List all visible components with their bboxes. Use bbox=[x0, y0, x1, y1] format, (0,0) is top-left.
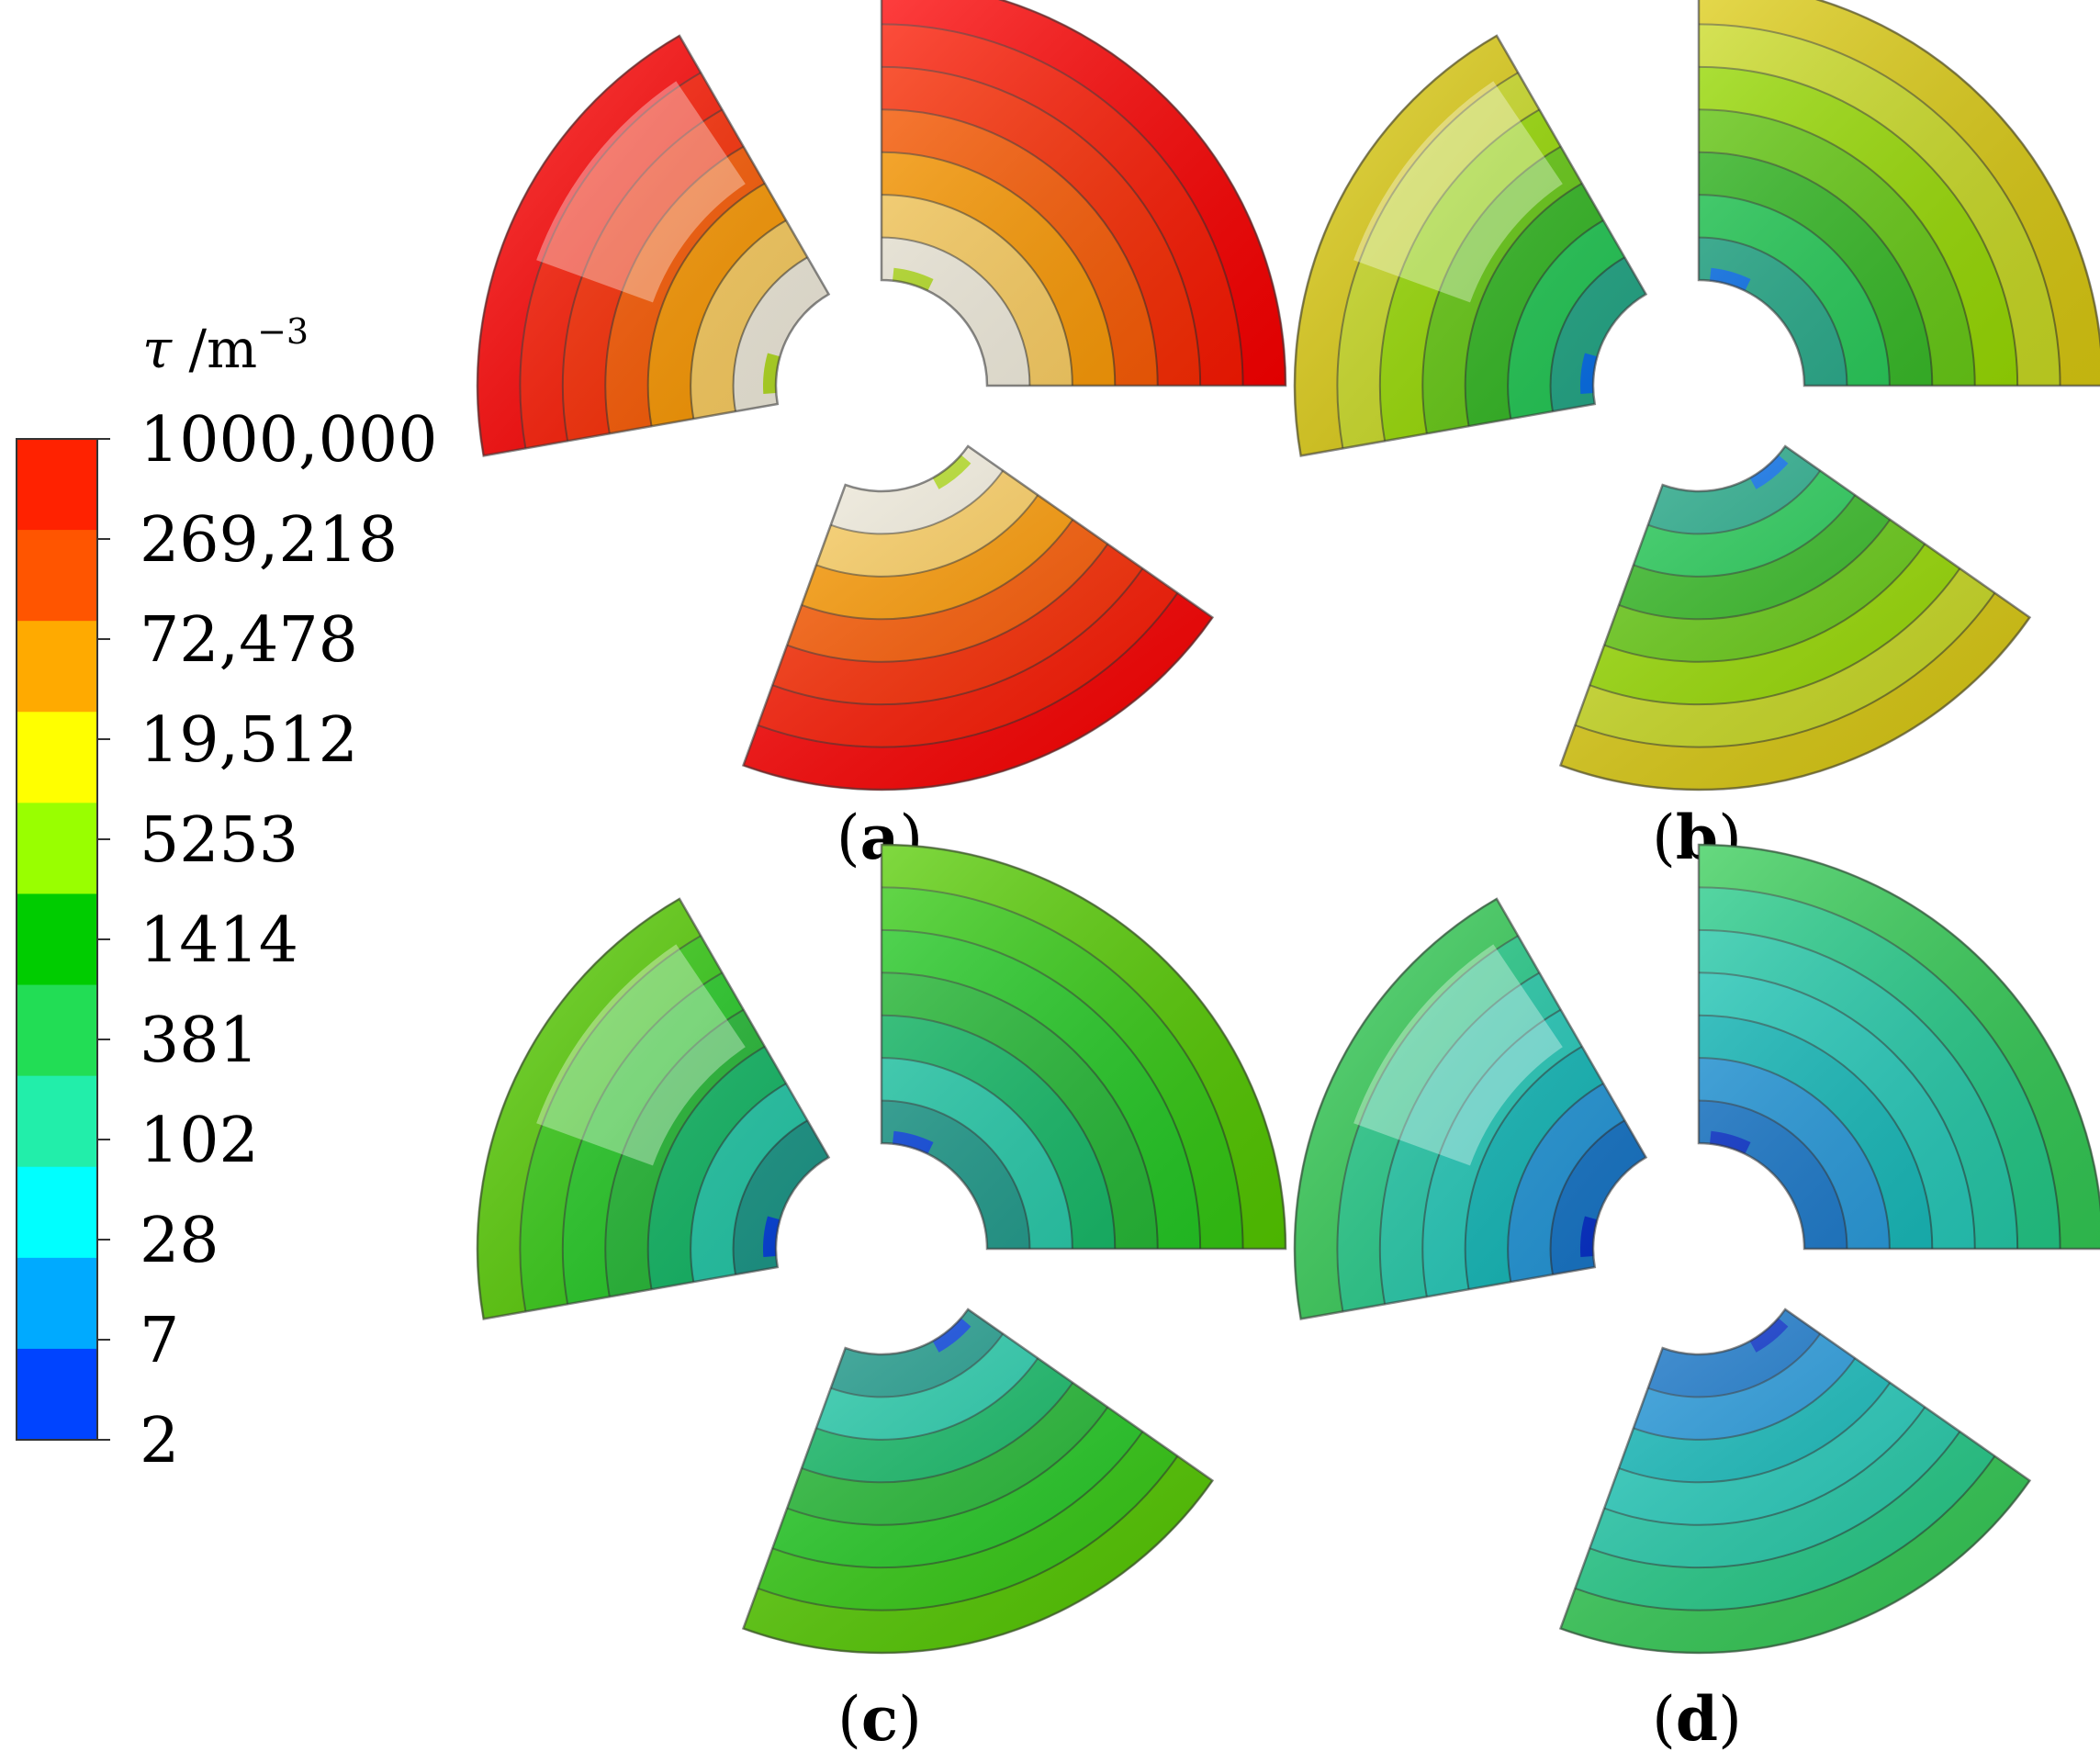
legend-swatch bbox=[17, 1257, 97, 1350]
blade bbox=[880, 843, 1287, 1251]
legend-swatch bbox=[17, 530, 97, 622]
blade-outline bbox=[880, 0, 1287, 387]
blade-shading bbox=[743, 445, 1213, 790]
blade-shading bbox=[743, 1308, 1213, 1653]
legend-tick-label: 102 bbox=[140, 1105, 259, 1177]
legend-swatch bbox=[17, 439, 97, 531]
legend-tick-label: 381 bbox=[140, 1005, 259, 1077]
blade-highlight bbox=[1353, 944, 1563, 1166]
legend-tick-label: 2 bbox=[140, 1405, 179, 1477]
blade-shading bbox=[1295, 898, 1646, 1319]
legend-tick-label: 28 bbox=[140, 1205, 219, 1277]
blade-outline bbox=[1558, 444, 2032, 792]
legend-swatch bbox=[17, 984, 97, 1077]
blade-shading bbox=[477, 898, 829, 1319]
legend-unit-symbol: τ bbox=[142, 318, 173, 380]
legend-color-bar bbox=[16, 438, 98, 1441]
legend-tick-label: 7 bbox=[140, 1305, 179, 1377]
panel-label: (d) bbox=[1652, 1683, 1742, 1755]
blade-outline bbox=[741, 1308, 1215, 1655]
blade-shading bbox=[1560, 1308, 2030, 1653]
legend-unit: τ /m−3 bbox=[142, 311, 309, 380]
blade bbox=[476, 897, 831, 1320]
blade bbox=[1697, 843, 2100, 1251]
blade bbox=[741, 1308, 1215, 1655]
blade-highlight bbox=[536, 944, 746, 1166]
color-legend: τ /m−3 1000,000 269,218 72,478 19,512 5253 14… bbox=[16, 311, 437, 1477]
legend-tick-label: 1414 bbox=[140, 904, 298, 977]
legend-tick-label: 1000,000 bbox=[140, 404, 437, 477]
blade bbox=[1697, 0, 2100, 387]
legend-unit-base: /m bbox=[172, 318, 257, 380]
blade bbox=[1558, 444, 2032, 792]
blade-shading bbox=[1699, 845, 2100, 1249]
blade-outline bbox=[476, 34, 831, 457]
blade-shading bbox=[882, 0, 1286, 386]
legend-swatch bbox=[17, 1166, 97, 1259]
panel-label: (c) bbox=[837, 1683, 922, 1755]
blade bbox=[1558, 1308, 2032, 1655]
legend-swatch bbox=[17, 1348, 97, 1441]
legend-tick-label: 5253 bbox=[140, 804, 298, 877]
blade-shading bbox=[882, 845, 1286, 1249]
legend-tick-label: 19,512 bbox=[140, 704, 358, 777]
contour-panels: (a) (b) (c) (d) bbox=[476, 0, 2100, 1755]
blade-outline bbox=[741, 444, 1215, 792]
blade bbox=[1293, 34, 1648, 457]
blade-outline bbox=[1697, 0, 2100, 387]
panel-a: (a) bbox=[476, 0, 1287, 873]
blade-outline bbox=[880, 843, 1287, 1251]
legend-swatch bbox=[17, 621, 97, 713]
blade-shading bbox=[1560, 445, 2030, 790]
blade-shading bbox=[477, 35, 829, 456]
legend-tick-label: 72,478 bbox=[140, 604, 358, 677]
blade bbox=[1293, 897, 1648, 1320]
legend-swatch bbox=[17, 1075, 97, 1168]
blade-outline bbox=[1697, 843, 2100, 1251]
blade bbox=[880, 0, 1287, 387]
blade-outline bbox=[476, 897, 831, 1320]
blade bbox=[741, 444, 1215, 792]
blade-outline bbox=[1558, 1308, 2032, 1655]
blade-highlight bbox=[536, 81, 746, 303]
blade bbox=[476, 34, 831, 457]
blade-outline bbox=[1293, 897, 1648, 1320]
blade-shading bbox=[1295, 35, 1646, 456]
panel-d: (d) bbox=[1293, 843, 2100, 1755]
blade-outline bbox=[1293, 34, 1648, 457]
panel-c: (c) bbox=[476, 843, 1287, 1755]
legend-ticks: 1000,000 269,218 72,478 19,512 5253 1414 381 10… bbox=[97, 404, 437, 1477]
legend-swatch bbox=[17, 893, 97, 986]
blade-shading bbox=[1699, 0, 2100, 386]
legend-tick-label: 269,218 bbox=[140, 504, 398, 577]
blade-highlight bbox=[1353, 81, 1563, 303]
panel-b: (b) bbox=[1293, 0, 2100, 873]
legend-swatch bbox=[17, 712, 97, 803]
legend-swatch bbox=[17, 803, 97, 894]
legend-unit-exponent: −3 bbox=[257, 311, 309, 352]
